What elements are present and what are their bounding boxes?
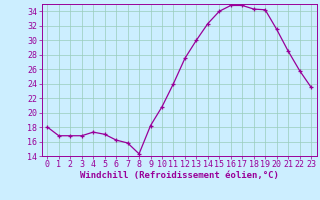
- X-axis label: Windchill (Refroidissement éolien,°C): Windchill (Refroidissement éolien,°C): [80, 171, 279, 180]
